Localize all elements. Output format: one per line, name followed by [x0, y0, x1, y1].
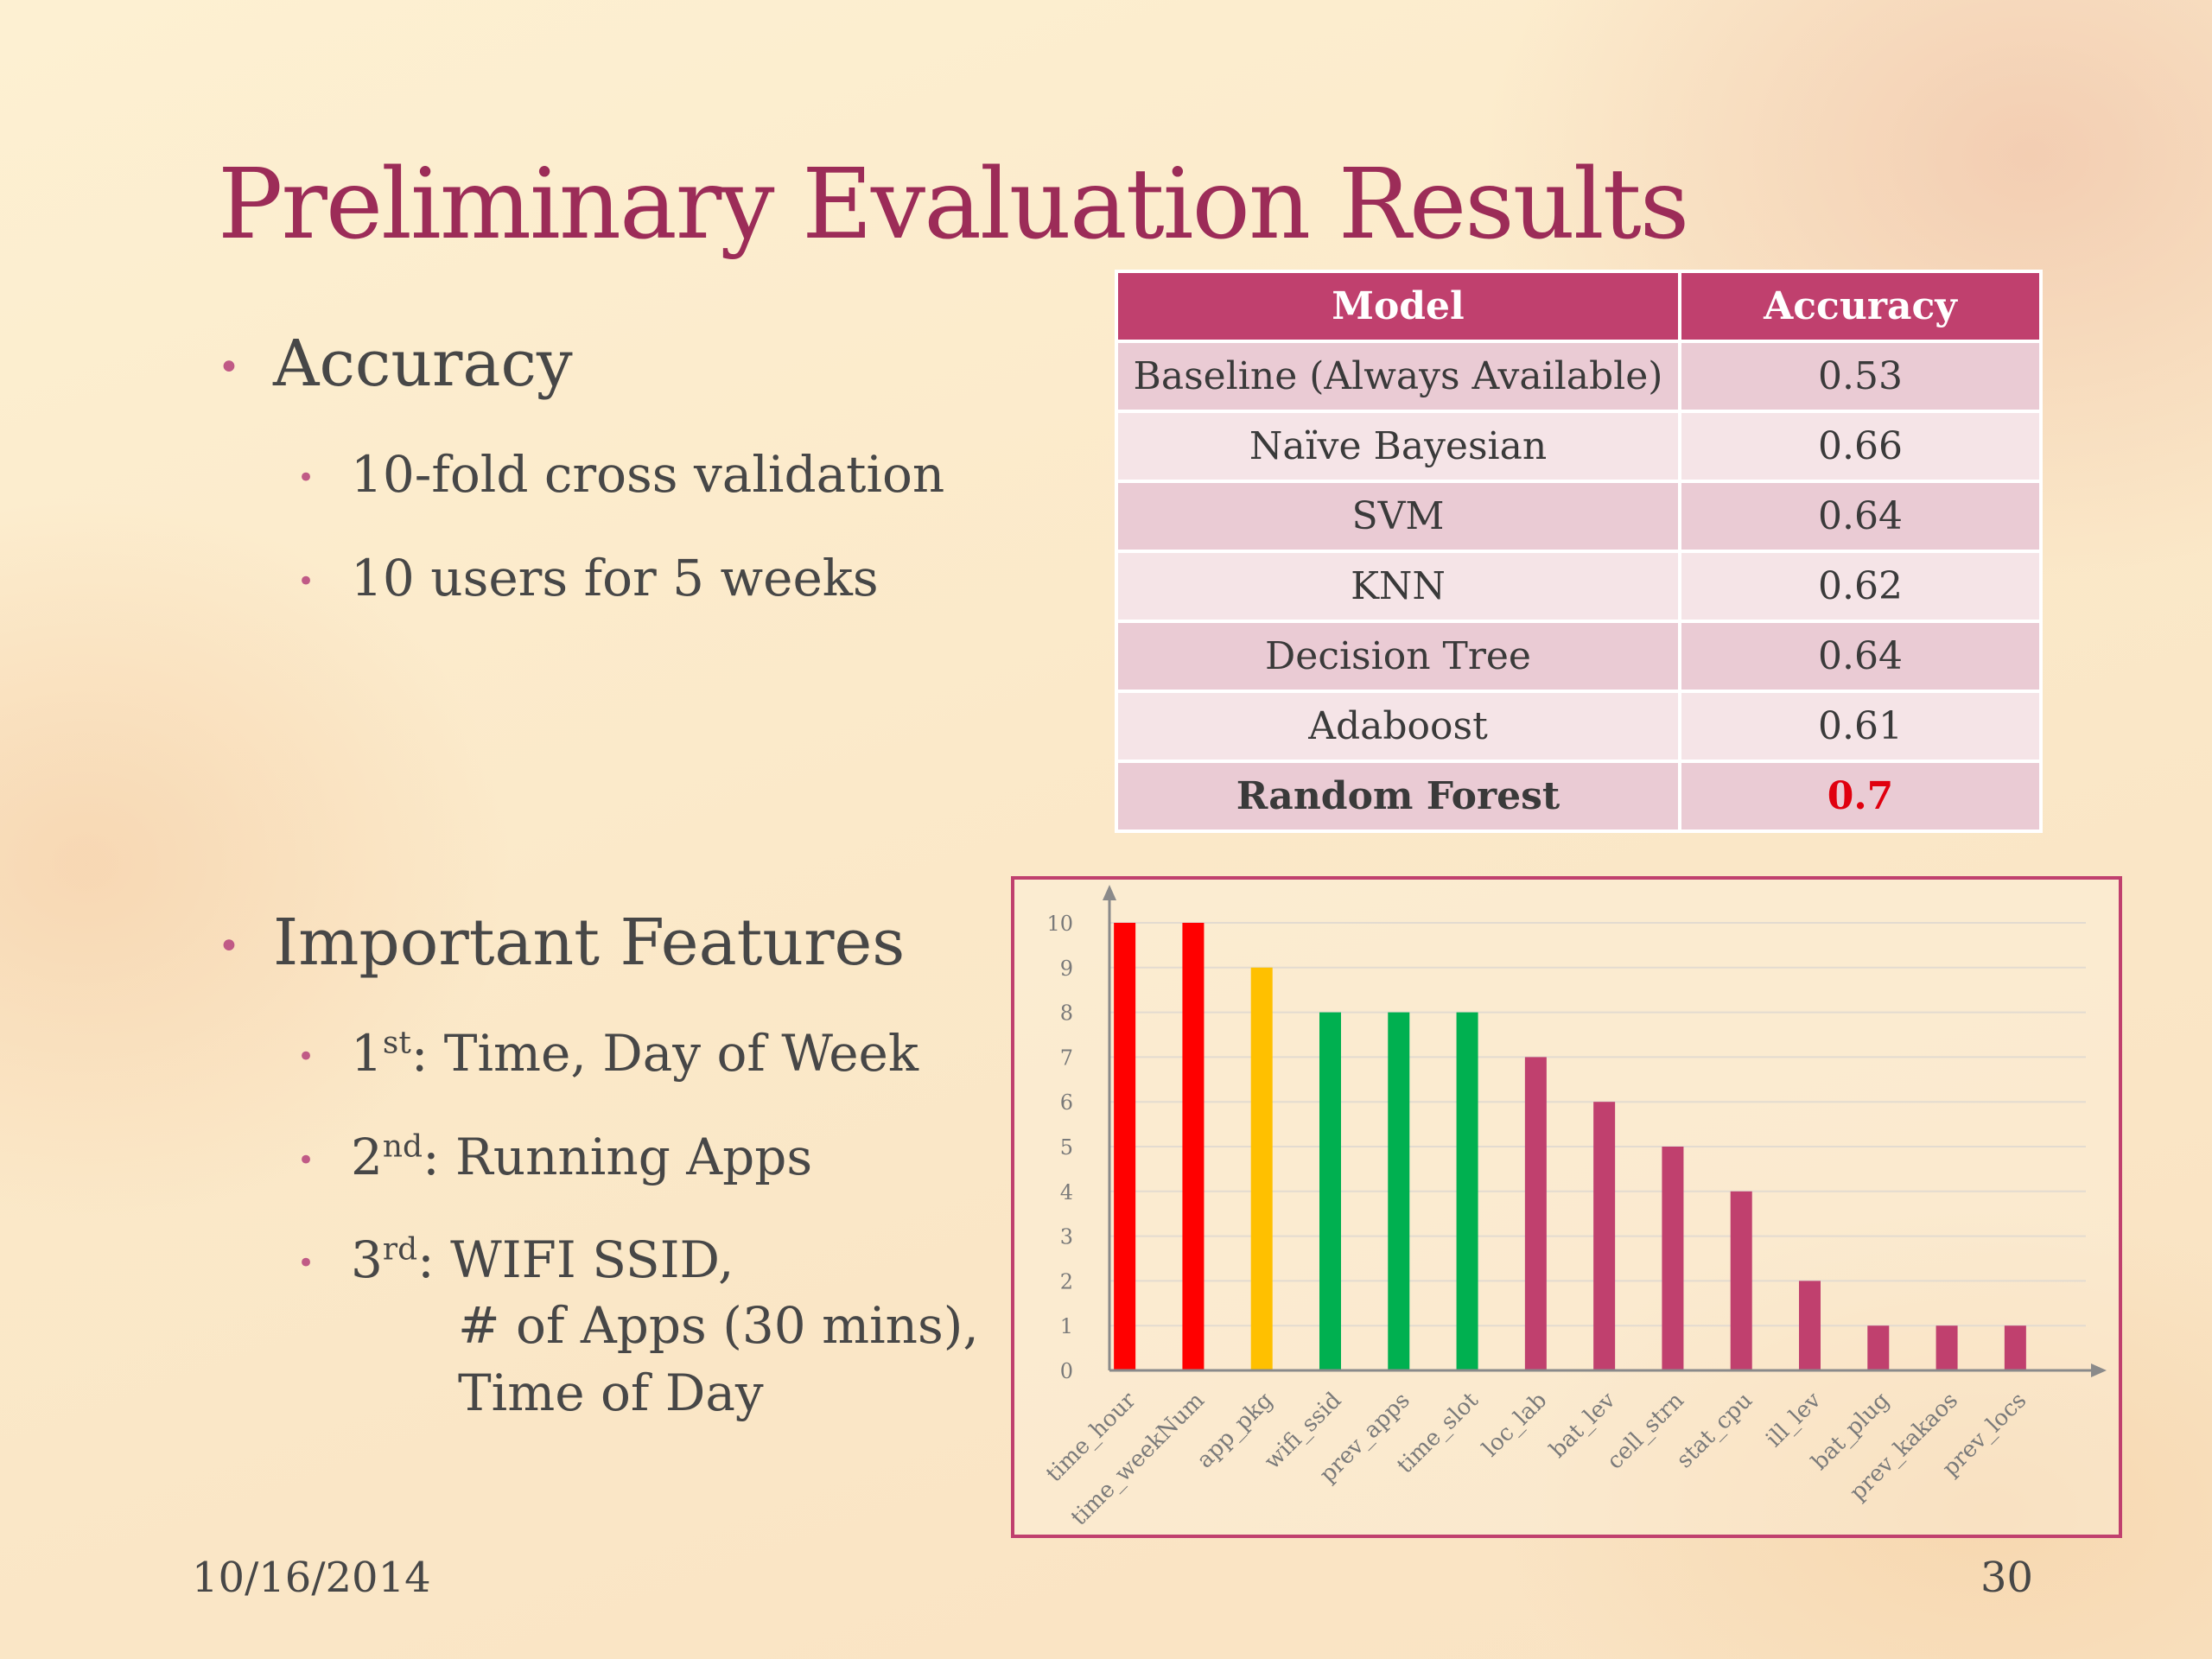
bar-prev-locs — [2004, 1325, 2026, 1370]
bullet-feature-first: • 1st: Time, Day of Week — [297, 1024, 919, 1083]
bar-app-pkg — [1250, 967, 1273, 1370]
x-axis-arrow-icon — [2091, 1363, 2107, 1377]
table-row: Baseline (Always Available) 0.53 — [1115, 340, 2043, 413]
bullet-users-weeks: • 10 users for 5 weeks — [297, 549, 879, 607]
model-cell: Adaboost — [1115, 690, 1681, 763]
bar-loc-lab — [1524, 1057, 1547, 1370]
bar-bat-lev — [1593, 1102, 1616, 1370]
table-row: KNN 0.62 — [1115, 550, 2043, 623]
bullet-dot-icon: • — [297, 1143, 315, 1178]
bullet-feature-second: • 2nd: Running Apps — [297, 1128, 813, 1186]
table-header-row: Model Accuracy — [1115, 270, 2043, 343]
model-cell: KNN — [1115, 550, 1681, 623]
bullet-dot-icon: • — [218, 925, 240, 969]
bar-time-hour — [1114, 923, 1136, 1370]
bullet-accuracy: • Accuracy — [218, 327, 573, 401]
accuracy-cell: 0.62 — [1678, 550, 2043, 623]
accuracy-cell-best: 0.7 — [1678, 760, 2043, 833]
table-row: Naïve Bayesian 0.66 — [1115, 410, 2043, 483]
accuracy-cell: 0.66 — [1678, 410, 2043, 483]
bullet-feature-third: • 3rd: WIFI SSID, — [297, 1230, 734, 1289]
table-row-best: Random Forest 0.7 — [1115, 760, 2043, 833]
model-cell: SVM — [1115, 480, 1681, 553]
table-row: SVM 0.64 — [1115, 480, 2043, 553]
bar-cell-strn — [1662, 1147, 1684, 1370]
model-cell: Naïve Bayesian — [1115, 410, 1681, 483]
bullet-dot-icon: • — [218, 346, 240, 390]
bullet-important-features: • Important Features — [218, 906, 906, 980]
y-tick-label: 4 — [1060, 1180, 1073, 1205]
y-tick-label: 5 — [1060, 1135, 1073, 1160]
bullet-dot-icon: • — [297, 461, 315, 495]
model-cell: Random Forest — [1115, 760, 1681, 833]
accuracy-cell: 0.64 — [1678, 480, 2043, 553]
bullet-dot-icon: • — [297, 564, 315, 599]
bar-time-slot — [1456, 1012, 1478, 1370]
slide-title: Preliminary Evaluation Results — [218, 149, 1689, 261]
table-row: Decision Tree 0.64 — [1115, 620, 2043, 693]
bar-time-weekNum — [1182, 923, 1205, 1370]
accuracy-table: Model Accuracy Baseline (Always Availabl… — [1115, 270, 2043, 833]
y-axis-arrow-icon — [1103, 885, 1116, 900]
bar-wifi-ssid — [1319, 1012, 1341, 1370]
y-tick-label: 10 — [1046, 912, 1073, 936]
bar-prev-kakaos — [1936, 1325, 1958, 1370]
bar-ill-lev — [1799, 1281, 1821, 1370]
bullet-dot-icon: • — [297, 1246, 315, 1281]
bar-bat-plug — [1867, 1325, 1890, 1370]
x-tick-label: ill_lev — [1761, 1388, 1826, 1452]
y-tick-label: 1 — [1060, 1314, 1073, 1338]
y-tick-label: 2 — [1060, 1269, 1073, 1294]
x-tick-label: loc_lab — [1478, 1388, 1552, 1462]
table-row: Adaboost 0.61 — [1115, 690, 2043, 763]
bar-stat-cpu — [1730, 1191, 1752, 1370]
bullet-cross-validation: • 10-fold cross validation — [297, 445, 945, 504]
bullet-dot-icon: • — [297, 1039, 315, 1074]
model-cell: Decision Tree — [1115, 620, 1681, 693]
model-cell: Baseline (Always Available) — [1115, 340, 1681, 413]
feature-third-line2: # of Apps (30 mins), — [458, 1296, 979, 1355]
footer-date: 10/16/2014 — [192, 1554, 431, 1602]
accuracy-cell: 0.53 — [1678, 340, 2043, 413]
y-tick-label: 8 — [1060, 1001, 1073, 1026]
accuracy-cell: 0.64 — [1678, 620, 2043, 693]
x-tick-label: stat_cpu — [1672, 1388, 1758, 1473]
bar-prev-apps — [1388, 1012, 1410, 1370]
accuracy-cell: 0.61 — [1678, 690, 2043, 763]
y-tick-label: 9 — [1060, 957, 1073, 981]
y-tick-label: 0 — [1060, 1359, 1073, 1383]
table-header-model: Model — [1115, 270, 1681, 343]
table-header-accuracy: Accuracy — [1678, 270, 2043, 343]
feature-importance-chart-frame: 0 1 2 3 4 5 6 7 8 9 10 time_hour time_weekNum app_pk… — [1011, 876, 2122, 1538]
y-tick-label: 3 — [1060, 1225, 1073, 1249]
y-tick-label: 7 — [1060, 1046, 1073, 1070]
feature-third-line3: Time of Day — [458, 1363, 764, 1422]
page-number: 30 — [1980, 1554, 2034, 1602]
y-tick-label: 6 — [1060, 1090, 1073, 1115]
